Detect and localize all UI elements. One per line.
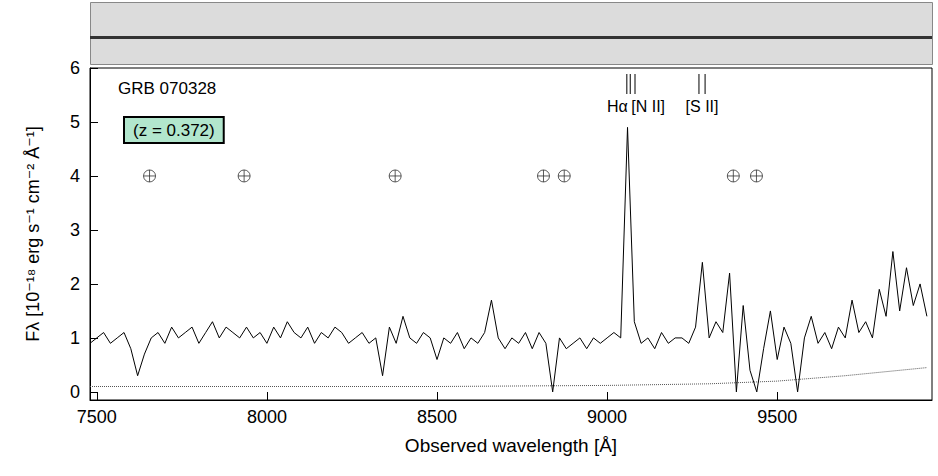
svg-text:(z = 0.372): (z = 0.372) xyxy=(133,121,215,140)
svg-text:9000: 9000 xyxy=(587,407,627,427)
svg-text:Fλ [10⁻¹⁸ erg s⁻¹ cm⁻² Å⁻¹]: Fλ [10⁻¹⁸ erg s⁻¹ cm⁻² Å⁻¹] xyxy=(23,126,43,342)
svg-text:9500: 9500 xyxy=(757,407,797,427)
svg-text:3: 3 xyxy=(70,220,80,240)
svg-text:2: 2 xyxy=(70,274,80,294)
svg-text:6: 6 xyxy=(70,58,80,78)
svg-text:[N II]: [N II] xyxy=(631,98,665,115)
svg-text:Observed wavelength [Å]: Observed wavelength [Å] xyxy=(405,435,617,456)
svg-text:7500: 7500 xyxy=(77,407,117,427)
svg-text:[S II]: [S II] xyxy=(686,98,719,115)
svg-text:GRB 070328: GRB 070328 xyxy=(118,79,216,98)
svg-text:Hα: Hα xyxy=(607,98,628,115)
svg-text:8500: 8500 xyxy=(417,407,457,427)
svg-text:4: 4 xyxy=(70,166,80,186)
svg-text:8000: 8000 xyxy=(247,407,287,427)
svg-text:5: 5 xyxy=(70,112,80,132)
svg-text:0: 0 xyxy=(70,382,80,402)
svg-text:1: 1 xyxy=(70,328,80,348)
